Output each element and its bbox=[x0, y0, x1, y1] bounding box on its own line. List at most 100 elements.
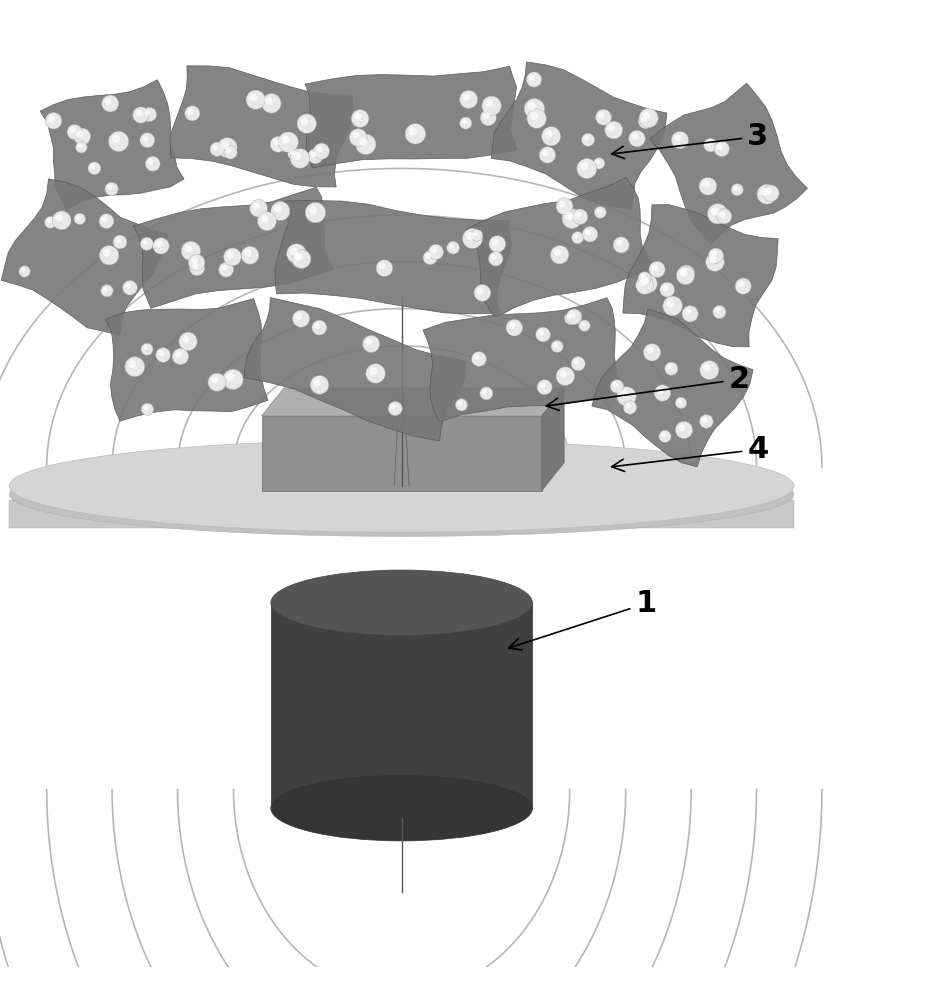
Circle shape bbox=[223, 248, 241, 266]
Circle shape bbox=[682, 306, 699, 322]
Circle shape bbox=[676, 266, 695, 285]
Circle shape bbox=[349, 129, 367, 146]
Circle shape bbox=[610, 380, 624, 393]
Circle shape bbox=[461, 119, 467, 124]
Circle shape bbox=[295, 253, 303, 260]
Polygon shape bbox=[244, 298, 466, 441]
Polygon shape bbox=[40, 80, 184, 210]
Text: 2: 2 bbox=[546, 365, 750, 410]
Circle shape bbox=[556, 367, 574, 385]
Circle shape bbox=[244, 249, 251, 257]
Ellipse shape bbox=[271, 776, 532, 841]
Circle shape bbox=[663, 296, 683, 316]
Circle shape bbox=[674, 134, 681, 141]
Circle shape bbox=[135, 110, 142, 116]
Circle shape bbox=[480, 110, 496, 126]
Polygon shape bbox=[542, 388, 564, 491]
Circle shape bbox=[731, 184, 743, 196]
Polygon shape bbox=[262, 416, 542, 491]
Circle shape bbox=[67, 124, 82, 140]
Circle shape bbox=[528, 102, 536, 110]
Circle shape bbox=[644, 344, 660, 361]
Circle shape bbox=[573, 359, 579, 365]
Circle shape bbox=[641, 117, 646, 123]
Circle shape bbox=[652, 264, 658, 271]
Circle shape bbox=[172, 348, 189, 365]
Circle shape bbox=[675, 421, 693, 439]
Circle shape bbox=[486, 100, 493, 107]
Circle shape bbox=[122, 280, 137, 295]
Circle shape bbox=[423, 251, 437, 265]
Circle shape bbox=[553, 342, 558, 347]
Circle shape bbox=[719, 211, 725, 217]
Circle shape bbox=[101, 285, 113, 297]
Circle shape bbox=[159, 350, 164, 356]
Circle shape bbox=[678, 265, 695, 282]
Circle shape bbox=[474, 285, 490, 301]
Circle shape bbox=[685, 309, 691, 315]
Circle shape bbox=[273, 139, 279, 145]
Circle shape bbox=[462, 228, 483, 249]
Circle shape bbox=[76, 215, 80, 220]
Circle shape bbox=[376, 260, 392, 276]
Circle shape bbox=[429, 244, 444, 259]
Circle shape bbox=[140, 133, 155, 148]
Circle shape bbox=[711, 251, 717, 257]
Polygon shape bbox=[262, 388, 564, 416]
Circle shape bbox=[226, 373, 234, 381]
Circle shape bbox=[620, 390, 628, 398]
Circle shape bbox=[70, 127, 76, 133]
Circle shape bbox=[562, 209, 582, 228]
Circle shape bbox=[707, 204, 728, 224]
Circle shape bbox=[156, 241, 163, 247]
Circle shape bbox=[305, 202, 326, 223]
Circle shape bbox=[580, 162, 588, 170]
Circle shape bbox=[362, 335, 379, 352]
Circle shape bbox=[351, 110, 369, 127]
Circle shape bbox=[646, 347, 654, 354]
Circle shape bbox=[314, 143, 330, 159]
Ellipse shape bbox=[9, 440, 794, 532]
Circle shape bbox=[352, 132, 360, 139]
Circle shape bbox=[629, 130, 645, 147]
Circle shape bbox=[658, 430, 671, 443]
Circle shape bbox=[559, 370, 567, 378]
Polygon shape bbox=[423, 298, 623, 422]
Circle shape bbox=[190, 260, 205, 276]
Circle shape bbox=[208, 373, 226, 391]
Circle shape bbox=[662, 285, 668, 291]
Circle shape bbox=[74, 213, 85, 225]
Circle shape bbox=[636, 276, 654, 294]
Circle shape bbox=[582, 133, 595, 146]
Circle shape bbox=[666, 300, 674, 307]
Circle shape bbox=[680, 270, 686, 277]
Circle shape bbox=[189, 254, 205, 271]
Circle shape bbox=[176, 351, 182, 358]
Circle shape bbox=[654, 385, 671, 401]
Circle shape bbox=[595, 160, 600, 164]
Circle shape bbox=[188, 108, 193, 114]
Circle shape bbox=[715, 308, 720, 313]
Circle shape bbox=[213, 145, 219, 150]
Circle shape bbox=[379, 263, 386, 269]
Circle shape bbox=[265, 97, 273, 105]
Circle shape bbox=[116, 237, 121, 243]
Circle shape bbox=[593, 158, 605, 169]
Polygon shape bbox=[491, 62, 667, 210]
Circle shape bbox=[542, 127, 560, 146]
Circle shape bbox=[19, 266, 30, 277]
Circle shape bbox=[471, 230, 483, 241]
Circle shape bbox=[365, 338, 373, 345]
Circle shape bbox=[492, 239, 499, 245]
Circle shape bbox=[733, 186, 738, 191]
Circle shape bbox=[531, 112, 538, 120]
Circle shape bbox=[708, 248, 724, 263]
Text: 3: 3 bbox=[612, 122, 769, 159]
Circle shape bbox=[762, 187, 777, 202]
Circle shape bbox=[45, 216, 57, 228]
Circle shape bbox=[659, 282, 674, 297]
Circle shape bbox=[766, 188, 772, 194]
Circle shape bbox=[456, 399, 468, 411]
Circle shape bbox=[220, 141, 229, 149]
Circle shape bbox=[572, 232, 584, 244]
